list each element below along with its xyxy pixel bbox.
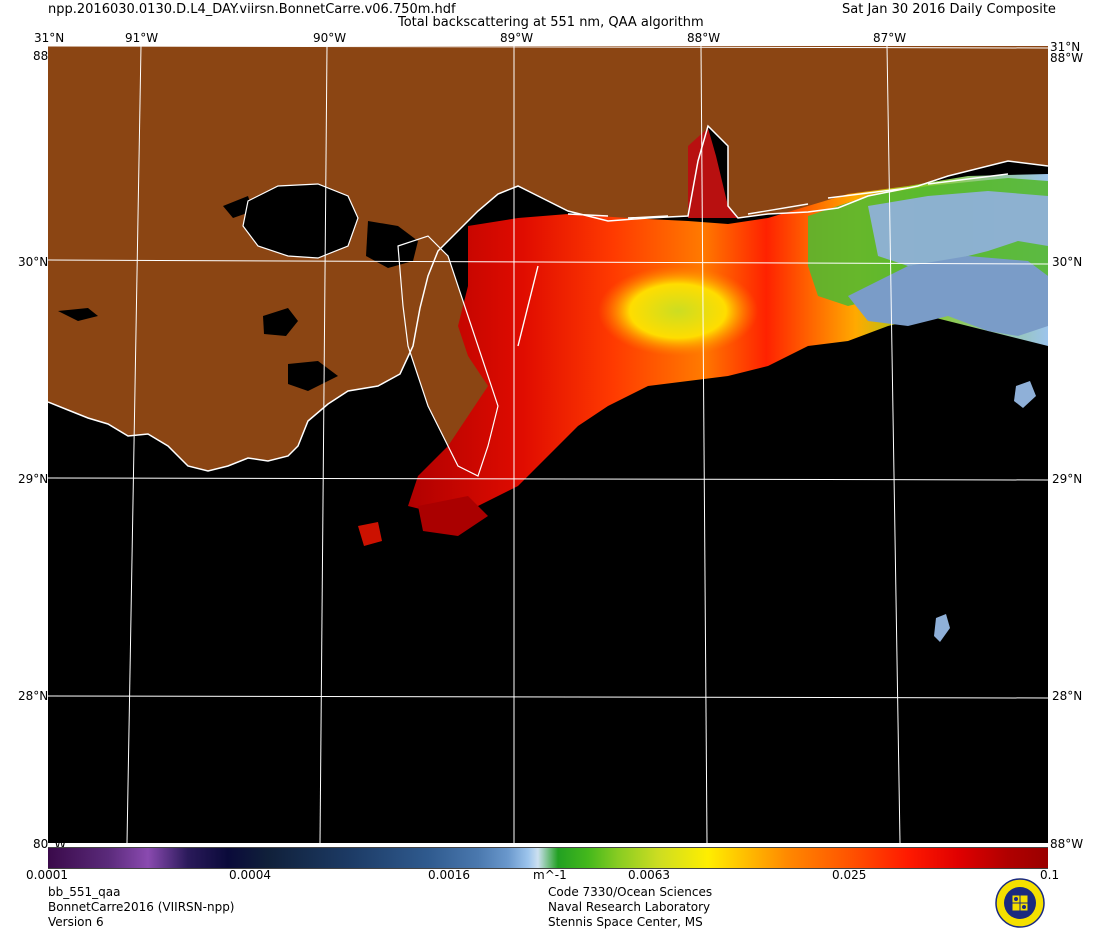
lake-pontchartrain [243, 184, 358, 258]
barrier-islands [517, 173, 1009, 347]
footer-org-name: Naval Research Laboratory [548, 900, 711, 914]
lake-outline [242, 183, 359, 259]
nrl-logo [995, 878, 1045, 928]
lon-label-91w: 91°W [125, 31, 159, 45]
lat-label-30n-right: 30°N [1052, 255, 1083, 269]
lat-label-30n-left: 30°N [18, 255, 49, 269]
colorbar-unit: m^-1 [533, 868, 567, 882]
colorbar-tick: 0.025 [832, 868, 867, 882]
coastline [48, 124, 1048, 472]
isolated-blue-1 [1014, 381, 1036, 408]
small-lake-3 [58, 308, 98, 321]
colorbar-tick: 0.1 [1040, 868, 1060, 882]
footer-product: bb_551_qaa [48, 885, 121, 899]
colorbar [48, 847, 1048, 869]
yellow-core [598, 266, 758, 356]
lat-label-top-left: 31°N [34, 31, 65, 45]
graticule [48, 46, 1048, 843]
lat-label-top-right: 31°N [1050, 40, 1081, 54]
lon-label-87w: 87°W [873, 31, 907, 45]
isolated-blue-2 [934, 614, 950, 642]
footer-dataset: BonnetCarre2016 (VIIRSN-npp) [48, 900, 235, 914]
patch-red-2 [418, 496, 488, 536]
footer-org-code: Code 7330/Ocean Sciences [548, 885, 713, 899]
colorbar-tick: 0.0016 [428, 868, 470, 882]
date-label: Sat Jan 30 2016 Daily Composite [842, 2, 1056, 17]
footer-org-location: Stennis Space Center, MS [548, 915, 703, 929]
colorbar-tick: 0.0001 [26, 868, 68, 882]
lon-label-88w: 88°W [687, 31, 721, 45]
colorbar-tick: 0.0063 [628, 868, 670, 882]
blue-patch-south [848, 256, 1048, 336]
footer-version: Version 6 [48, 915, 104, 929]
patch-red-1 [358, 522, 382, 546]
lat-label-28n-left: 28°N [18, 689, 49, 703]
blue-patch [868, 191, 1048, 266]
small-lake [263, 308, 298, 336]
lat-label-29n-right: 29°N [1052, 472, 1083, 486]
lon-label-90w: 90°W [313, 31, 347, 45]
lat-label-28n-right: 28°N [1052, 689, 1083, 703]
lat-label-29n-left: 29°N [18, 472, 49, 486]
corner-label-bottom-right: 88°W [1050, 837, 1084, 851]
small-lake-4 [288, 361, 338, 391]
corner-label-top-right: 88°W [1050, 51, 1084, 65]
lake-borgne [366, 221, 418, 268]
colorbar-tick: 0.0004 [229, 868, 271, 882]
satellite-map [48, 46, 1048, 843]
map-graphic [48, 46, 1048, 843]
delta-outline [397, 235, 499, 477]
map-title: Total backscattering at 551 nm, QAA algo… [398, 15, 704, 30]
filename-label: npp.2016030.0130.D.L4_DAY.viirsn.BonnetC… [48, 2, 456, 17]
lon-label-89w: 89°W [500, 31, 534, 45]
